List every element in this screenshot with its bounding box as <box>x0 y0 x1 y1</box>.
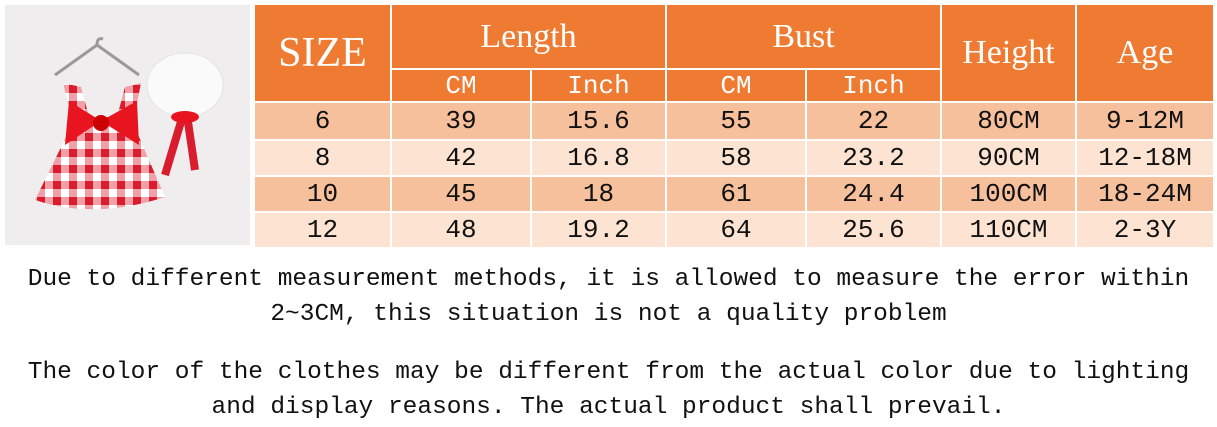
table-cell: 15.6 <box>530 101 667 141</box>
table-row: 12 48 19.2 64 25.6 110CM 2-3Y <box>253 211 1215 249</box>
note-line: The color of the clothes may be differen… <box>27 359 1190 386</box>
header-cell: Age <box>1075 3 1215 103</box>
table-cell: 12-18M <box>1075 139 1215 177</box>
header-cell: Height <box>940 3 1077 103</box>
table-cell: 80CM <box>940 101 1077 141</box>
table-cell: 10 <box>253 175 392 213</box>
unit-cell: Inch <box>530 68 667 103</box>
table-cell: 8 <box>253 139 392 177</box>
table-cell: 24.4 <box>805 175 942 213</box>
unit-cell: Inch <box>805 68 942 103</box>
header-cell: Length <box>390 3 667 70</box>
header-cell: SIZE <box>253 3 392 103</box>
table-cell: 55 <box>665 101 807 141</box>
note: The color of the clothes may be differen… <box>0 355 1217 425</box>
table-cell: 42 <box>390 139 532 177</box>
size-table: SIZE Length Bust Height Age CM Inch CM Inch… <box>253 3 1215 249</box>
note-line: Due to different measurement methods, it… <box>27 266 1190 293</box>
unit-cell: CM <box>390 68 532 103</box>
note: Due to different measurement methods, it… <box>0 262 1217 332</box>
note-line: 2~3CM, this situation is not a quality p… <box>270 301 947 328</box>
table-cell: 110CM <box>940 211 1077 249</box>
table-cell: 18-24M <box>1075 175 1215 213</box>
note-line: and display reasons. The actual product … <box>211 394 1006 421</box>
table-cell: 39 <box>390 101 532 141</box>
table-cell: 19.2 <box>530 211 667 249</box>
table-row: 8 42 16.8 58 23.2 90CM 12-18M <box>253 139 1215 177</box>
table-cell: 9-12M <box>1075 101 1215 141</box>
table-cell: 12 <box>253 211 392 249</box>
table-cell: 90CM <box>940 139 1077 177</box>
product-photo <box>5 5 250 245</box>
table-row: 6 39 15.6 55 22 80CM 9-12M <box>253 101 1215 141</box>
table-cell: 6 <box>253 101 392 141</box>
table-cell: 48 <box>390 211 532 249</box>
table-cell: 61 <box>665 175 807 213</box>
unit-cell: CM <box>665 68 807 103</box>
table-cell: 18 <box>530 175 667 213</box>
table-cell: 45 <box>390 175 532 213</box>
table-cell: 100CM <box>940 175 1077 213</box>
table-cell: 25.6 <box>805 211 942 249</box>
table-cell: 22 <box>805 101 942 141</box>
table-cell: 23.2 <box>805 139 942 177</box>
table-row: 10 45 18 61 24.4 100CM 18-24M <box>253 175 1215 213</box>
table-cell: 64 <box>665 211 807 249</box>
table-cell: 16.8 <box>530 139 667 177</box>
table-cell: 58 <box>665 139 807 177</box>
table-cell: 2-3Y <box>1075 211 1215 249</box>
header-cell: Bust <box>665 3 942 70</box>
